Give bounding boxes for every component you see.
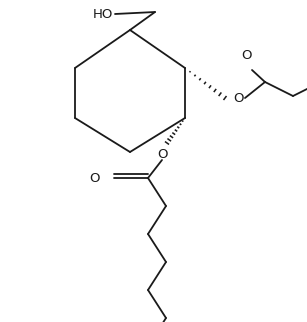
Text: O: O <box>233 91 243 105</box>
Text: O: O <box>241 49 251 62</box>
Text: HO: HO <box>93 7 113 21</box>
Text: O: O <box>157 148 167 161</box>
Text: O: O <box>90 172 100 185</box>
